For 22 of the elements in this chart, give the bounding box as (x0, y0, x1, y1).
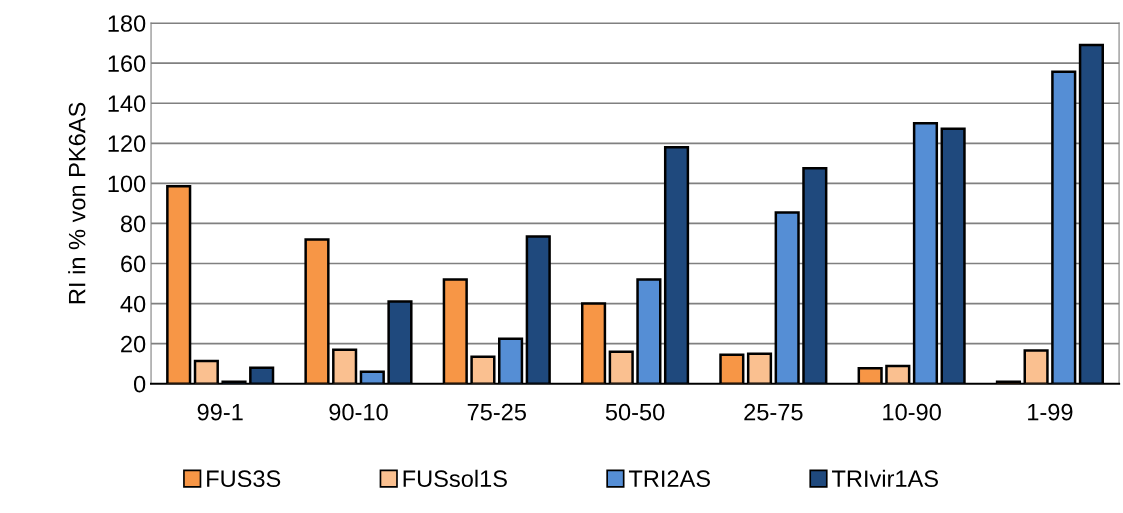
y-tick-label: 0 (133, 375, 146, 393)
y-tick-label: 120 (108, 135, 146, 153)
y-tick-label: 80 (120, 215, 146, 233)
x-tick-label: 90-10 (329, 403, 388, 421)
y-tick-label: 60 (121, 255, 146, 273)
x-tick-label: 1-99 (1028, 403, 1073, 421)
legend-label: TRI2AS (628, 470, 710, 488)
x-tick-label: 99-1 (197, 403, 243, 421)
x-tick-label: 10-90 (883, 403, 941, 421)
legend-label: FUS3S (207, 470, 281, 488)
x-tick-label: 25-75 (744, 403, 803, 421)
y-tick-label: 180 (108, 15, 146, 32)
y-tick-label: 100 (108, 175, 146, 193)
legend-label: FUSsol1S (403, 469, 507, 488)
y-tick-label: 160 (108, 55, 146, 72)
x-tick-label: 75-25 (467, 403, 526, 421)
y-tick-label: 140 (108, 95, 146, 113)
y-axis-title: RI in % von PK6AS (68, 102, 86, 304)
legend-label: TRIvir1AS (832, 469, 938, 488)
y-tick-label: 40 (120, 295, 146, 313)
x-tick-label: 50-50 (605, 403, 665, 421)
y-tick-label: 20 (121, 335, 146, 353)
